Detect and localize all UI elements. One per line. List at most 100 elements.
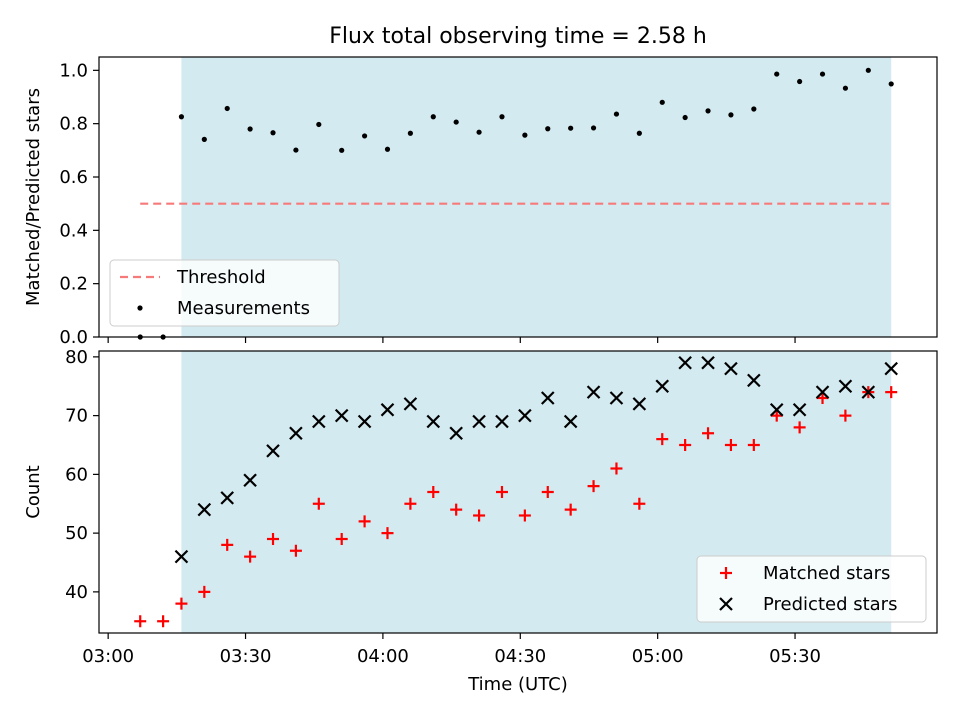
predicted-stars-point [632,397,647,411]
matched-stars-point [404,497,417,510]
bottom-y-tick-label: 80 [65,347,88,368]
measurement-point [705,108,711,114]
predicted-stars-point [449,426,463,441]
bottom-axes-frame [98,350,938,634]
measurement-point [201,136,207,142]
bottom-x-tick-label: 05:30 [769,646,821,667]
predicted-stars-point [334,408,349,423]
bottom-y-tick-label: 50 [65,523,88,544]
matched-stars-point [633,497,646,510]
predicted-stars-point [243,473,257,488]
measurement-point [339,147,345,153]
measurement-point [178,114,185,120]
top-panel: 0.0 0.2 0.4 0.6 0.8 1.0 Matched/Predicted sta… [23,56,938,348]
measurement-point [361,133,368,139]
bottom-x-tick-label: 04:00 [357,646,409,667]
matched-stars-point [450,503,463,516]
legend-measurements-swatch [137,305,143,311]
legend-measurements-label: Measurements [177,298,310,319]
measurement-point [224,105,230,112]
predicted-stars-point [174,549,189,564]
matched-stars-point [312,497,325,510]
predicted-stars-point [884,361,898,376]
predicted-stars-point [586,385,601,399]
measurement-point [590,125,597,131]
measurement-point [476,129,482,135]
predicted-stars-point [792,402,807,417]
matched-stars-point [770,409,783,422]
measurement-point [797,78,803,85]
top-legend: Threshold Measurements [109,259,340,327]
top-y-tick-label: 1.0 [59,60,88,81]
measurement-point [430,114,436,120]
measurement-point [682,114,688,121]
matched-stars-point [587,480,600,493]
matched-stars-point [679,439,692,451]
predicted-stars-point [678,355,692,370]
matched-stars-point [747,439,760,451]
predicted-stars-point [861,385,876,399]
measurement-point [545,126,551,132]
matched-stars-point [473,509,486,522]
measurement-point [316,121,322,128]
measurement-point [407,130,413,136]
matched-stars-point [427,486,440,498]
matched-stars-point [495,486,508,498]
bottom-y-tick-label: 40 [65,582,88,603]
top-y-axis-label: Matched/Predicted stars [23,88,44,306]
measurement-point [636,130,642,136]
measurement-point [842,85,849,91]
legend-predicted-swatch [719,597,733,611]
top-y-tick-label: 0.8 [59,114,88,135]
predicted-stars-point [609,391,624,405]
predicted-stars-point [747,373,761,388]
predicted-stars-point [815,385,830,399]
bottom-x-tick-label: 03:00 [82,646,134,667]
top-y-tick-label: 0.4 [59,220,88,241]
bottom-x-tick-label: 04:30 [494,646,546,667]
matched-stars-point [381,527,394,540]
measurement-point [293,147,299,153]
predicted-stars-point [197,502,212,517]
legend-predicted-label: Predicted stars [763,594,897,615]
bottom-y-tick-label: 70 [65,406,88,427]
measurement-point [270,130,276,136]
matched-stars-point [221,538,234,551]
measurement-point [613,111,620,117]
predicted-stars-point [220,491,234,505]
bottom-y-axis-label: Count [23,465,44,518]
matched-stars-point [885,386,898,399]
matched-stars-point [839,409,852,422]
predicted-stars-point [724,361,738,376]
predicted-stars-point [357,414,372,429]
matched-stars-point [175,597,188,610]
matched-stars-point [541,486,554,498]
matched-stars-point [267,533,280,545]
chart-title: Flux total observing time = 2.58 h [329,24,707,49]
measurement-point [659,99,665,105]
measurement-point [453,119,459,125]
top-y-tick-label: 0.2 [59,274,88,295]
measurement-point [819,71,826,77]
measurement-point [865,67,871,73]
matched-stars-point [134,615,147,628]
bottom-legend-box [696,555,927,623]
top-y-tick-label: 0.0 [59,327,88,348]
predicted-stars-point [769,402,784,417]
legend-matched-swatch [720,567,732,579]
matched-stars-point [518,509,531,522]
top-axes-frame [98,56,938,338]
matched-stars-point [793,421,806,434]
predicted-stars-point [426,414,441,429]
matched-stars-point [564,503,577,516]
matched-stars-point [702,427,715,440]
predicted-stars-point [403,397,418,411]
matched-stars-point [335,533,348,545]
measurement-point [247,126,253,132]
measurement-point [728,112,734,118]
predicted-stars-point [312,414,326,429]
predicted-stars-point [540,391,555,405]
legend-threshold-label: Threshold [176,267,266,288]
predicted-stars-point [655,379,670,394]
